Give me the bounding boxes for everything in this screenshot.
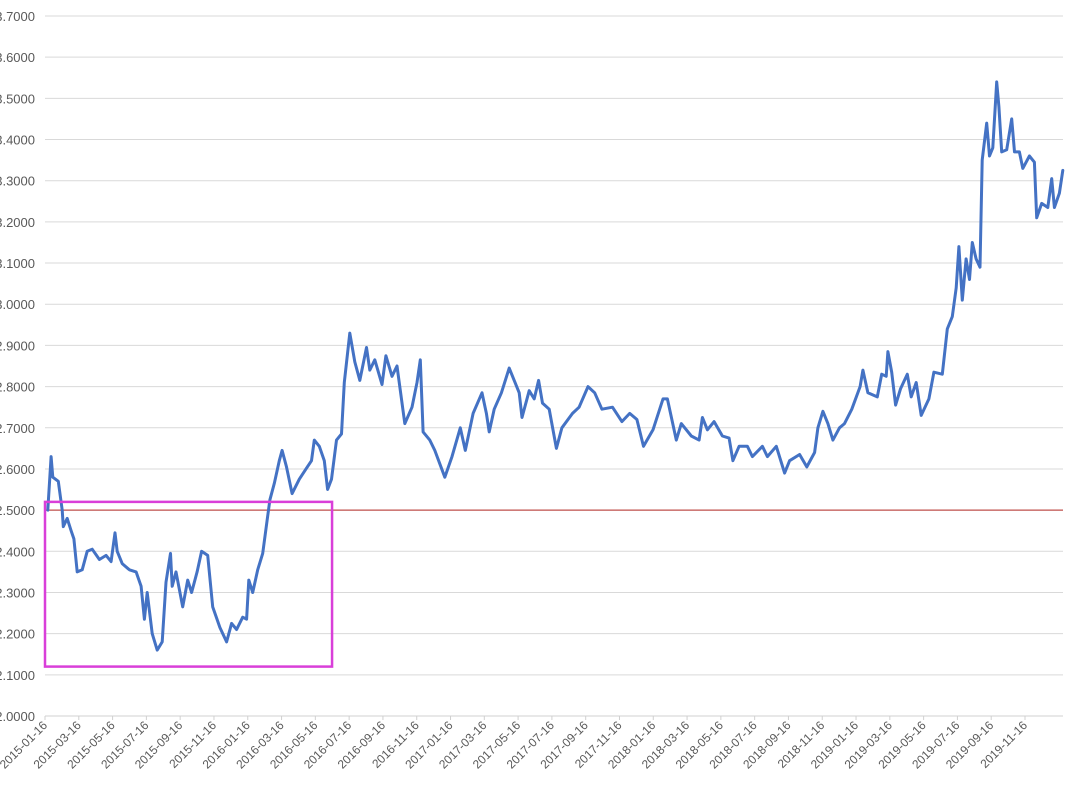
y-tick-label: 3.0000 xyxy=(0,297,35,312)
y-tick-label: 2.0000 xyxy=(0,709,35,724)
x-axis: 2015-01-162015-03-162015-05-162015-07-16… xyxy=(0,716,1063,772)
y-tick-label: 2.3000 xyxy=(0,585,35,600)
y-tick-label: 2.1000 xyxy=(0,668,35,683)
y-tick-label: 2.6000 xyxy=(0,462,35,477)
y-tick-label: 3.3000 xyxy=(0,174,35,189)
y-tick-label: 2.2000 xyxy=(0,627,35,642)
y-axis-tick-labels: 2.0000 2.1000 2.2000 2.3000 2.4000 2.5000 2.60… xyxy=(0,9,35,724)
series-path xyxy=(48,82,1063,650)
y-tick-label: 2.8000 xyxy=(0,380,35,395)
y-tick-label: 2.5000 xyxy=(0,503,35,518)
y-tick-label: 3.4000 xyxy=(0,133,35,148)
y-tick-label: 3.5000 xyxy=(0,91,35,106)
y-tick-label: 2.4000 xyxy=(0,544,35,559)
gridlines xyxy=(45,16,1063,716)
y-tick-label: 3.7000 xyxy=(0,9,35,24)
y-tick-label: 3.1000 xyxy=(0,256,35,271)
y-tick-label: 3.6000 xyxy=(0,50,35,65)
y-tick-label: 3.2000 xyxy=(0,215,35,230)
series-line xyxy=(48,82,1063,650)
y-tick-label: 2.7000 xyxy=(0,421,35,436)
y-tick-label: 2.9000 xyxy=(0,338,35,353)
